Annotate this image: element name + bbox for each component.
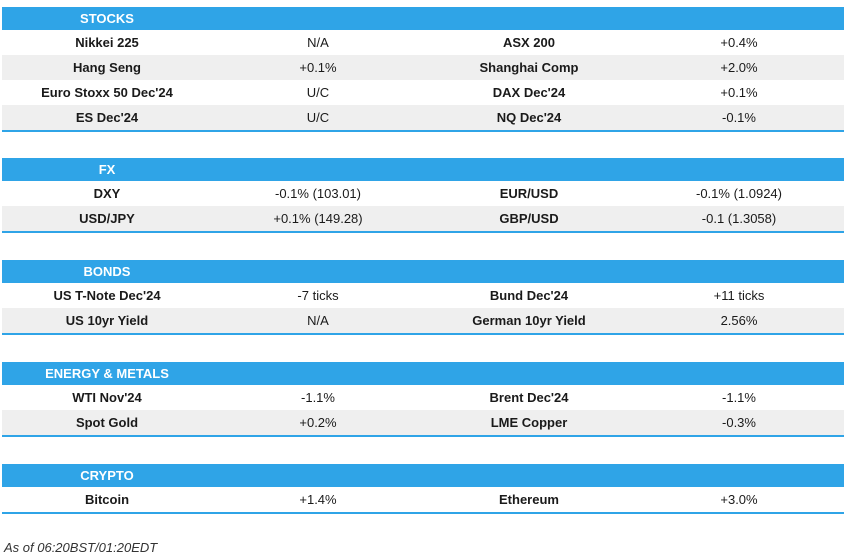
instrument-name: Bund Dec'24 bbox=[489, 288, 569, 303]
instrument-name: German 10yr Yield bbox=[472, 313, 586, 328]
instrument-name: NQ Dec'24 bbox=[496, 110, 562, 125]
instrument-value: -1.1% bbox=[301, 390, 335, 405]
instrument-value: U/C bbox=[306, 85, 330, 100]
instrument-name: Hang Seng bbox=[73, 60, 141, 75]
instrument-name: LME Copper bbox=[490, 415, 568, 430]
crypto-section: CRYPTO Bitcoin +1.4% Ethereum +3.0% bbox=[2, 464, 844, 514]
section-header: ENERGY & METALS bbox=[2, 362, 844, 385]
instrument-name: Nikkei 225 bbox=[75, 35, 139, 50]
instrument-name: EUR/USD bbox=[499, 186, 559, 201]
table-row: USD/JPY +0.1% (149.28) GBP/USD -0.1 (1.3… bbox=[2, 206, 844, 231]
section-header: CRYPTO bbox=[2, 464, 844, 487]
instrument-value: -0.1 (1.3058) bbox=[701, 211, 777, 226]
instrument-name: Brent Dec'24 bbox=[489, 390, 569, 405]
section-header: STOCKS bbox=[2, 7, 844, 30]
instrument-value: +0.2% bbox=[299, 415, 337, 430]
fx-section: FX DXY -0.1% (103.01) EUR/USD -0.1% (1.0… bbox=[2, 158, 844, 233]
instrument-value: N/A bbox=[307, 35, 329, 50]
instrument-value: +11 ticks bbox=[713, 288, 765, 303]
energy-metals-section: ENERGY & METALS WTI Nov'24 -1.1% Brent D… bbox=[2, 362, 844, 437]
instrument-name: Shanghai Comp bbox=[479, 60, 579, 75]
section-title: STOCKS bbox=[80, 11, 134, 26]
instrument-name: USD/JPY bbox=[79, 211, 135, 226]
instrument-name: Euro Stoxx 50 Dec'24 bbox=[41, 85, 173, 100]
table-row: Nikkei 225 N/A ASX 200 +0.4% bbox=[2, 30, 844, 55]
instrument-value: -0.1% (103.01) bbox=[275, 186, 361, 201]
instrument-value: +0.1% bbox=[299, 60, 337, 75]
table-row: Bitcoin +1.4% Ethereum +3.0% bbox=[2, 487, 844, 512]
timestamp-note: As of 06:20BST/01:20EDT bbox=[4, 540, 158, 555]
instrument-value: +0.1% bbox=[720, 85, 758, 100]
table-row: Euro Stoxx 50 Dec'24 U/C DAX Dec'24 +0.1… bbox=[2, 80, 844, 105]
table-row: Hang Seng +0.1% Shanghai Comp +2.0% bbox=[2, 55, 844, 80]
instrument-value: +2.0% bbox=[720, 60, 758, 75]
section-title: FX bbox=[98, 162, 116, 177]
instrument-name: ES Dec'24 bbox=[75, 110, 139, 125]
instrument-name: DAX Dec'24 bbox=[492, 85, 566, 100]
instrument-name: DXY bbox=[93, 186, 121, 201]
section-title: ENERGY & METALS bbox=[45, 366, 169, 381]
instrument-value: +3.0% bbox=[720, 492, 758, 507]
section-title: BONDS bbox=[83, 264, 131, 279]
instrument-value: N/A bbox=[307, 313, 329, 328]
instrument-value: 2.56% bbox=[720, 313, 758, 328]
instrument-value: -0.1% bbox=[722, 110, 756, 125]
instrument-name: GBP/USD bbox=[499, 211, 559, 226]
instrument-value: -0.1% (1.0924) bbox=[696, 186, 782, 201]
section-header: BONDS bbox=[2, 260, 844, 283]
instrument-value: +0.1% (149.28) bbox=[273, 211, 363, 226]
instrument-value: +0.4% bbox=[720, 35, 758, 50]
table-row: US T-Note Dec'24 -7 ticks Bund Dec'24 +1… bbox=[2, 283, 844, 308]
stocks-section: STOCKS Nikkei 225 N/A ASX 200 +0.4% Hang… bbox=[2, 7, 844, 132]
instrument-value: -7 ticks bbox=[297, 288, 339, 303]
instrument-name: US 10yr Yield bbox=[65, 313, 149, 328]
section-header: FX bbox=[2, 158, 844, 181]
table-row: WTI Nov'24 -1.1% Brent Dec'24 -1.1% bbox=[2, 385, 844, 410]
table-row: DXY -0.1% (103.01) EUR/USD -0.1% (1.0924… bbox=[2, 181, 844, 206]
instrument-name: Ethereum bbox=[499, 492, 559, 507]
instrument-name: ASX 200 bbox=[502, 35, 556, 50]
table-row: Spot Gold +0.2% LME Copper -0.3% bbox=[2, 410, 844, 435]
instrument-value: U/C bbox=[306, 110, 330, 125]
instrument-name: WTI Nov'24 bbox=[72, 390, 142, 405]
bonds-section: BONDS US T-Note Dec'24 -7 ticks Bund Dec… bbox=[2, 260, 844, 335]
section-title: CRYPTO bbox=[80, 468, 134, 483]
table-row: ES Dec'24 U/C NQ Dec'24 -0.1% bbox=[2, 105, 844, 130]
instrument-value: +1.4% bbox=[299, 492, 337, 507]
instrument-name: Spot Gold bbox=[75, 415, 139, 430]
instrument-value: -1.1% bbox=[722, 390, 756, 405]
instrument-name: US T-Note Dec'24 bbox=[53, 288, 161, 303]
instrument-value: -0.3% bbox=[722, 415, 756, 430]
instrument-name: Bitcoin bbox=[84, 492, 130, 507]
table-row: US 10yr Yield N/A German 10yr Yield 2.56… bbox=[2, 308, 844, 333]
